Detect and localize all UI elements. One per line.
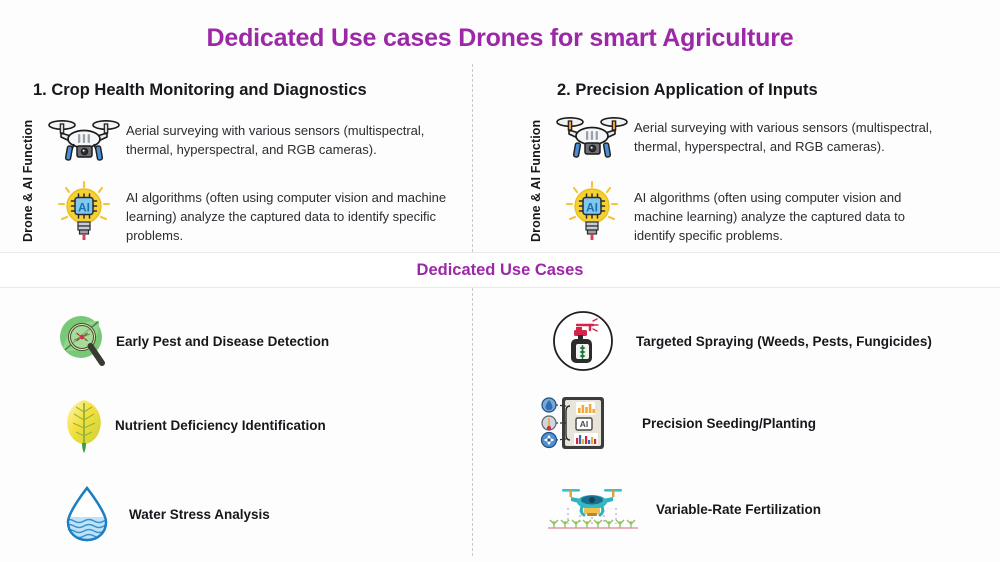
side-label-drone-ai-function-1: Drone & AI Function [21,119,35,242]
list-item: AI [540,392,816,454]
use-case-label: Water Stress Analysis [129,506,270,522]
function-row-ai-algorithms-right: AI AI algorithms (often using computer v… [550,180,950,245]
drone-icon [550,110,634,164]
vertical-divider-top [472,64,473,252]
use-case-label: Early Pest and Disease Detection [116,333,330,349]
use-case-label: Nutrient Deficiency Identification [115,417,326,433]
list-item: Targeted Spraying (Weeds, Pests, Fungici… [552,310,932,372]
function-text-ai-algorithms-right: AI algorithms (often using computer visi… [634,190,906,243]
function-text-aerial-surveying-left: Aerial surveying with various sensors (m… [126,123,425,157]
function-text-ai-algorithms-left: AI algorithms (often using computer visi… [126,190,447,243]
banner-label: Dedicated Use Cases [416,260,584,279]
section-heading-1: 1. Crop Health Monitoring and Diagnostic… [33,81,367,99]
list-item: Early Pest and Disease Detection [52,312,329,370]
spray-bottle-icon [552,310,614,372]
function-text-aerial-surveying-right: Aerial surveying with various sensors (m… [634,120,933,154]
list-item: Variable-Rate Fertilization [540,480,821,538]
svg-text:AI: AI [586,201,598,215]
yellow-leaf-icon [57,396,113,454]
drone-icon [42,113,126,167]
svg-text:AI: AI [78,201,90,215]
spraying-drone-icon [540,480,644,538]
function-row-aerial-surveying-left: Aerial surveying with various sensors (m… [42,113,462,167]
list-item: Water Stress Analysis [60,485,270,543]
section-heading-2: 2. Precision Application of Inputs [557,81,818,99]
side-label-drone-ai-function-2: Drone & AI Function [529,119,543,242]
ai-lightbulb-icon: AI [550,180,634,242]
function-row-aerial-surveying-right: Aerial surveying with various sensors (m… [550,110,950,164]
page-title: Dedicated Use cases Drones for smart Agr… [206,24,794,52]
svg-text:AI: AI [580,419,589,429]
use-case-label: Variable-Rate Fertilization [656,501,822,517]
function-row-ai-algorithms-left: AI AI algorithms (often using computer v… [42,180,462,245]
ai-dashboard-icon: AI [540,392,610,454]
leaf-magnifier-icon [52,312,114,370]
vertical-divider-bottom [472,288,473,556]
ai-lightbulb-icon: AI [42,180,126,242]
dedicated-use-cases-banner: Dedicated Use Cases [0,252,1000,288]
water-drop-icon [60,485,114,543]
use-case-label: Targeted Spraying (Weeds, Pests, Fungici… [636,333,932,349]
list-item: Nutrient Deficiency Identification [57,396,326,454]
use-case-label: Precision Seeding/Planting [642,415,817,431]
